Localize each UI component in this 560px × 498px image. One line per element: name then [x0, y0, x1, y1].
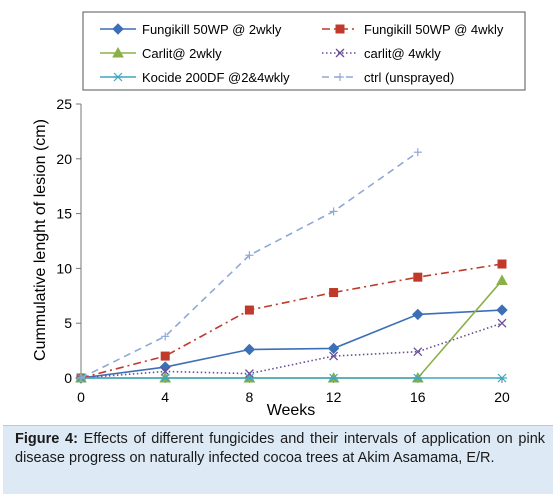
data-point-marker	[335, 24, 345, 34]
legend-item-4: Kocide 200DF @2&4wkly	[100, 70, 290, 85]
data-point-marker	[412, 373, 423, 383]
legend-label: Fungikill 50WP @ 4wkly	[364, 22, 504, 37]
y-tick-label: 10	[56, 260, 72, 276]
data-point-marker	[160, 351, 170, 361]
series-2	[75, 274, 508, 383]
legend-item-0: Fungikill 50WP @ 2wkly	[100, 22, 282, 37]
x-tick-label: 8	[246, 389, 254, 405]
data-point-marker	[77, 374, 85, 382]
y-tick-label: 15	[56, 206, 72, 222]
legend-box	[82, 11, 526, 91]
data-point-marker	[243, 343, 256, 356]
legend: Fungikill 50WP @ 2wkly Fungikill 50WP @ 4…	[100, 22, 504, 85]
legend-label: Kocide 200DF @2&4wkly	[142, 70, 290, 85]
data-point-marker	[413, 347, 423, 357]
x-tick-label: 12	[326, 389, 342, 405]
x-tick-label: 0	[77, 389, 85, 405]
legend-label: ctrl (unsprayed)	[364, 70, 454, 85]
data-point-marker	[413, 272, 423, 282]
legend-label: Fungikill 50WP @ 2wkly	[142, 22, 282, 37]
series-1	[76, 259, 507, 383]
legend-label: carlit@ 4wkly	[364, 46, 441, 61]
x-axis-label: Weeks	[267, 402, 316, 419]
data-point-marker	[244, 305, 254, 315]
caption-label: Figure 4:	[15, 431, 78, 447]
series-line	[81, 279, 503, 379]
data-point-marker	[245, 251, 254, 260]
data-point-marker	[329, 351, 339, 361]
data-point-marker	[160, 366, 170, 376]
data-point-marker	[496, 304, 508, 316]
data-point-marker	[336, 73, 344, 81]
x-tick-label: 4	[161, 389, 169, 405]
y-tick-label: 0	[64, 370, 72, 386]
figure-caption: Figure 4: Effects of different fungicide…	[15, 430, 545, 468]
axes: 0 5 10 15 20 25 0 4 8 12 16 20	[56, 96, 510, 405]
x-tick-label: 20	[494, 389, 510, 405]
legend-item-1: Fungikill 50WP @ 4wkly	[322, 22, 504, 37]
series-0	[75, 304, 508, 384]
figure-caption-box: Figure 4: Effects of different fungicide…	[3, 425, 553, 494]
data-point-marker	[497, 318, 507, 328]
data-point-marker	[327, 342, 340, 355]
line-chart: Fungikill 50WP @ 2wkly Fungikill 50WP @ 4…	[32, 11, 526, 419]
legend-label: Carlit@ 2wkly	[142, 46, 222, 61]
data-point-marker	[161, 332, 170, 341]
legend-item-2: Carlit@ 2wkly	[100, 46, 222, 61]
legend-item-3: carlit@ 4wkly	[322, 46, 441, 61]
data-point-marker	[329, 288, 339, 298]
x-tick-label: 16	[410, 389, 426, 405]
data-point-marker	[113, 72, 123, 82]
data-point-marker	[496, 274, 508, 285]
data-point-marker	[244, 373, 255, 383]
series-line	[80, 263, 503, 379]
y-axis-label: Cummulative lenght of lesion (cm)	[32, 119, 49, 361]
series-line	[80, 309, 503, 379]
data-point-marker	[413, 148, 422, 157]
series-4	[76, 373, 507, 383]
data-point-marker	[160, 373, 171, 383]
data-point-marker	[335, 48, 345, 58]
data-point-marker	[329, 207, 338, 216]
data-point-marker	[412, 308, 424, 321]
data-point-marker	[328, 373, 339, 383]
y-tick-label: 5	[64, 315, 72, 331]
caption-text: Effects of different fungicides and thei…	[15, 431, 546, 466]
legend-item-5: ctrl (unsprayed)	[322, 70, 454, 85]
data-point-marker	[112, 23, 124, 35]
data-point-marker	[497, 259, 507, 269]
series-layer	[75, 148, 508, 384]
data-point-marker	[497, 373, 507, 383]
data-point-marker	[112, 46, 124, 58]
data-point-marker	[244, 369, 254, 379]
series-5	[77, 148, 422, 382]
y-tick-label: 25	[56, 96, 72, 112]
y-tick-label: 20	[56, 151, 72, 167]
